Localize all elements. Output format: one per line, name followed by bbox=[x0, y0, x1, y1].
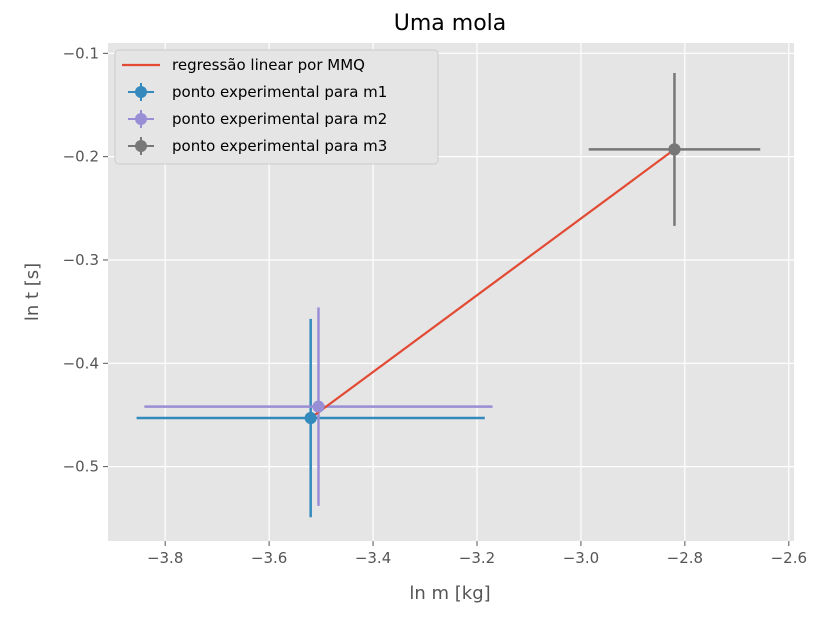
legend-label: ponto experimental para m2 bbox=[172, 110, 387, 128]
legend-item-m3: ponto experimental para m3 bbox=[128, 137, 387, 155]
legend-box bbox=[114, 49, 439, 165]
x-tick-label: −3.8 bbox=[147, 549, 183, 567]
legend-marker-swatch bbox=[135, 86, 147, 98]
legend-label: regressão linear por MMQ bbox=[172, 56, 365, 74]
x-tick-label: −3.2 bbox=[459, 549, 495, 567]
legend-item-m2: ponto experimental para m2 bbox=[128, 110, 387, 128]
legend-marker-swatch bbox=[135, 140, 147, 152]
y-tick-label: −0.4 bbox=[63, 354, 99, 372]
legend-label: ponto experimental para m3 bbox=[172, 137, 387, 155]
data-point-marker-m1 bbox=[304, 412, 317, 425]
legend-item-m1: ponto experimental para m1 bbox=[128, 83, 387, 101]
x-axis-label: ln m [kg] bbox=[409, 583, 490, 604]
x-tick-label: −2.8 bbox=[667, 549, 703, 567]
y-axis-ticks: −0.5 −0.4 −0.3 −0.2 −0.1 bbox=[63, 44, 108, 476]
legend-label: ponto experimental para m1 bbox=[172, 83, 387, 101]
x-tick-label: −3.6 bbox=[251, 549, 287, 567]
x-axis-ticks: −3.8 −3.6 −3.4 −3.2 −3.0 −2.8 −2.6 bbox=[147, 541, 807, 567]
y-axis-label: ln t [s] bbox=[22, 263, 43, 321]
y-tick-label: −0.5 bbox=[63, 458, 99, 476]
x-tick-label: −3.4 bbox=[355, 549, 391, 567]
chart-title: Uma mola bbox=[394, 11, 507, 36]
chart-marks bbox=[136, 72, 761, 518]
data-point-marker-m3 bbox=[668, 143, 681, 156]
y-tick-label: −0.1 bbox=[63, 44, 99, 62]
legend: regressão linear por MMQ ponto experiment… bbox=[114, 49, 439, 165]
y-tick-label: −0.3 bbox=[63, 251, 99, 269]
legend-marker-swatch bbox=[135, 113, 147, 125]
regression-line bbox=[310, 148, 676, 419]
x-tick-label: −2.6 bbox=[771, 549, 807, 567]
x-tick-label: −3.0 bbox=[563, 549, 599, 567]
y-tick-label: −0.2 bbox=[63, 148, 99, 166]
data-point-marker-m2 bbox=[312, 400, 325, 413]
legend-item-regression: regressão linear por MMQ bbox=[122, 56, 365, 74]
